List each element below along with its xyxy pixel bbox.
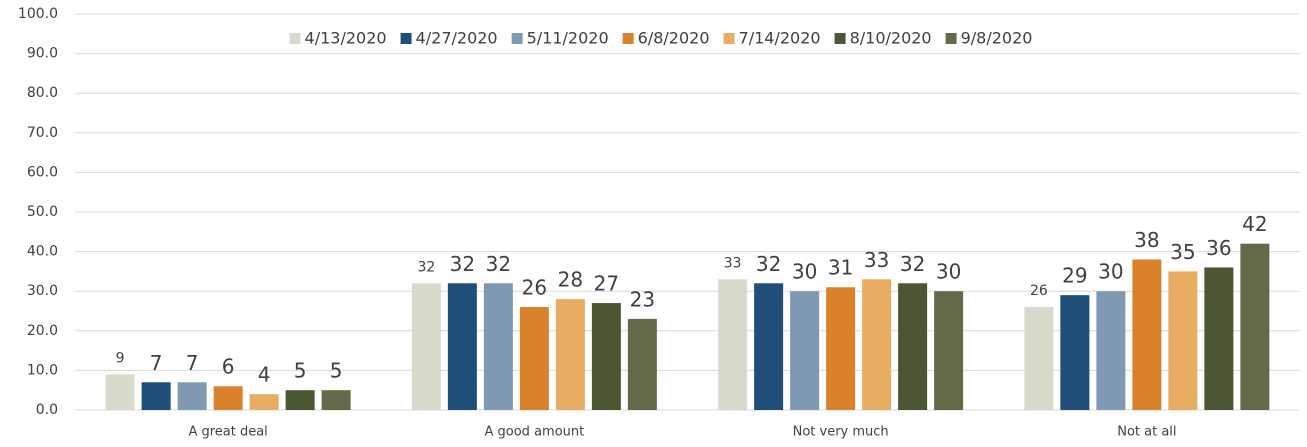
legend-label: 4/27/2020	[416, 29, 498, 48]
data-label: 6	[222, 355, 235, 379]
bar	[141, 382, 171, 410]
legend-swatch	[400, 33, 412, 44]
y-tick-label: 90.0	[27, 46, 58, 62]
data-label: 36	[1206, 236, 1231, 260]
bar	[213, 386, 243, 410]
legend-swatch	[289, 33, 301, 44]
legend-label: 7/14/2020	[739, 29, 821, 48]
y-tick-label: 80.0	[27, 85, 58, 101]
data-label: 5	[294, 359, 307, 383]
y-tick-label: 70.0	[27, 125, 58, 141]
bar	[1168, 271, 1198, 410]
legend-swatch	[834, 33, 846, 44]
y-tick-label: 30.0	[27, 283, 58, 299]
bar	[790, 291, 820, 410]
x-tick-label: Not very much	[793, 425, 889, 440]
y-tick-label: 50.0	[27, 204, 58, 220]
legend-item: 9/8/2020	[945, 29, 1033, 48]
y-tick-label: 0.0	[36, 402, 58, 418]
data-label: 32	[900, 252, 925, 276]
bar	[1132, 259, 1162, 410]
legend-label: 5/11/2020	[527, 29, 609, 48]
data-label: 33	[864, 248, 889, 272]
bar	[1024, 307, 1054, 410]
data-label: 30	[936, 260, 961, 284]
x-tick-label: A great deal	[188, 425, 267, 440]
data-label: 29	[1062, 264, 1087, 288]
bar	[1096, 291, 1126, 410]
legend-label: 6/8/2020	[638, 29, 710, 48]
data-label: 7	[150, 351, 163, 375]
bar	[627, 318, 657, 410]
data-label: 35	[1170, 240, 1195, 264]
legend-swatch	[622, 33, 634, 44]
data-label: 27	[594, 272, 619, 296]
x-tick-label: Not at all	[1117, 425, 1176, 440]
bar	[249, 394, 279, 410]
bar	[718, 279, 748, 410]
legend-swatch	[723, 33, 735, 44]
data-label: 32	[486, 252, 511, 276]
legend-swatch	[511, 33, 523, 44]
legend-label: 4/13/2020	[305, 29, 387, 48]
y-tick-label: 20.0	[27, 323, 58, 339]
bar	[483, 283, 513, 410]
legend-item: 4/27/2020	[400, 29, 498, 48]
legend-swatch	[945, 33, 957, 44]
bar	[898, 283, 928, 410]
y-tick-label: 40.0	[27, 244, 58, 260]
bar	[177, 382, 207, 410]
data-label: 38	[1134, 228, 1159, 252]
bar	[321, 390, 351, 410]
data-label: 26	[1030, 283, 1048, 299]
bar	[447, 283, 477, 410]
data-label: 32	[417, 259, 435, 275]
legend-label: 9/8/2020	[961, 29, 1033, 48]
bar	[934, 291, 964, 410]
bar	[591, 303, 621, 410]
y-tick-label: 60.0	[27, 164, 58, 180]
data-label: 30	[1098, 260, 1123, 284]
data-label: 26	[522, 276, 547, 300]
legend-label: 8/10/2020	[850, 29, 932, 48]
bar	[754, 283, 784, 410]
data-label: 23	[630, 287, 655, 311]
data-label: 32	[450, 252, 475, 276]
bar	[1204, 267, 1234, 410]
data-label: 4	[258, 363, 271, 387]
legend-item: 5/11/2020	[511, 29, 609, 48]
y-tick-label: 100.0	[18, 6, 58, 22]
x-tick-label: A good amount	[485, 425, 585, 440]
data-label: 5	[330, 359, 343, 383]
legend-item: 8/10/2020	[834, 29, 932, 48]
data-label: 28	[558, 268, 583, 292]
bar	[1240, 243, 1270, 410]
data-label: 30	[792, 260, 817, 284]
bar	[1060, 295, 1090, 410]
legend-item: 6/8/2020	[622, 29, 710, 48]
bar	[555, 299, 585, 410]
data-label: 32	[756, 252, 781, 276]
legend-item: 4/13/2020	[289, 29, 387, 48]
bar	[105, 374, 135, 410]
y-tick-label: 10.0	[27, 362, 58, 378]
bar	[519, 307, 549, 410]
data-label: 33	[724, 255, 742, 271]
bar	[862, 279, 892, 410]
legend-item: 7/14/2020	[723, 29, 821, 48]
bar	[826, 287, 856, 410]
bar	[411, 283, 441, 410]
data-label: 42	[1242, 212, 1267, 236]
data-label: 9	[116, 350, 125, 366]
bar	[285, 390, 315, 410]
data-label: 31	[828, 256, 853, 280]
data-label: 7	[186, 351, 199, 375]
